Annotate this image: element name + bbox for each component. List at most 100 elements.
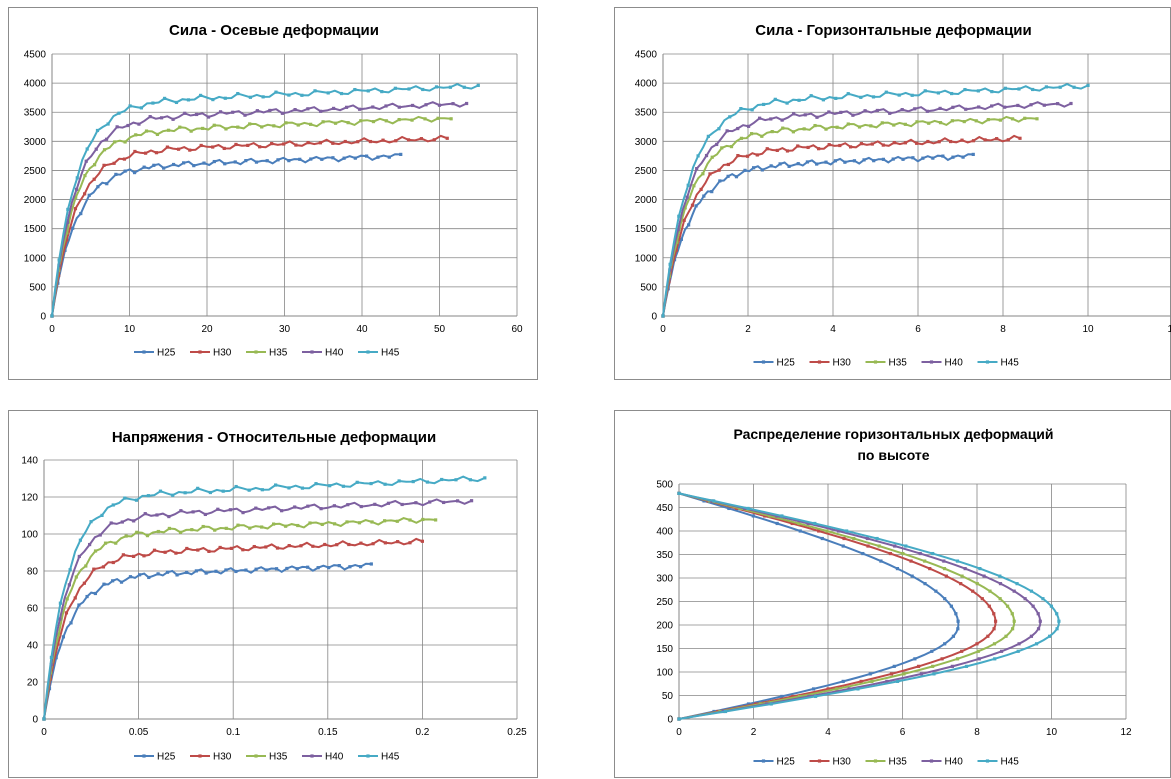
series-point-h45 (964, 664, 969, 668)
series-point-h30 (928, 567, 932, 571)
series-point-h45 (859, 95, 863, 99)
series-point-h30 (406, 138, 411, 142)
series-point-h40 (998, 582, 1003, 586)
legend-marker-h35 (873, 759, 878, 763)
series-point-h25 (727, 506, 731, 511)
series-point-h30 (960, 649, 964, 653)
series-point-h25 (841, 679, 845, 683)
series-point-h35 (332, 522, 337, 526)
series-point-h30 (241, 548, 245, 552)
series-point-h30 (940, 657, 944, 661)
series-point-h25 (879, 559, 883, 563)
y-tick-label: 60 (27, 604, 39, 615)
series-point-h25 (156, 572, 160, 576)
series-point-h35 (797, 694, 802, 699)
series-point-h45 (904, 544, 908, 548)
series-point-h40 (358, 107, 362, 111)
legend-marker-h45 (985, 759, 990, 763)
series-point-h35 (975, 582, 979, 586)
series-point-h25 (93, 591, 98, 596)
series-point-h25 (805, 160, 810, 164)
series-point-h25 (726, 174, 730, 178)
series-point-h45 (813, 521, 817, 526)
series-point-h25 (956, 627, 960, 631)
y-tick-label: 1000 (635, 253, 658, 264)
series-point-h25 (331, 156, 335, 160)
series-point-h25 (862, 158, 866, 162)
series-point-h30 (252, 544, 256, 549)
series-point-h45 (106, 122, 110, 126)
series-point-h40 (67, 583, 71, 587)
series-point-h35 (201, 126, 205, 131)
series-point-h25 (214, 569, 218, 573)
series-point-h35 (998, 118, 1002, 122)
series-point-h30 (121, 553, 125, 557)
y-tick-label: 500 (656, 480, 673, 491)
series-point-h45 (797, 98, 801, 102)
legend-marker-h45 (366, 350, 370, 354)
series-point-h35 (134, 133, 138, 137)
series-point-h45 (976, 89, 980, 93)
series-point-h40 (216, 507, 220, 511)
series-point-h45 (476, 83, 480, 87)
series-point-h40 (1056, 102, 1060, 106)
series-point-h30 (971, 139, 976, 143)
series-point-h30 (816, 147, 821, 151)
series-point-h30 (791, 694, 795, 699)
series-point-h30 (65, 238, 69, 242)
series-line-h25 (662, 153, 974, 317)
series-point-h45 (196, 486, 200, 490)
x-tick-label: 8 (974, 727, 980, 738)
series-point-h40 (171, 117, 175, 121)
series-point-h35 (701, 172, 705, 176)
series-point-h40 (280, 509, 284, 513)
series-point-h40 (74, 187, 79, 191)
series-point-h45 (117, 111, 121, 115)
series-point-h40 (803, 113, 807, 117)
series-point-h40 (888, 111, 892, 115)
series-point-h40 (919, 672, 924, 676)
series-point-h35 (449, 117, 453, 121)
series-point-h45 (411, 479, 415, 484)
series-point-h30 (736, 153, 740, 158)
series-point-h45 (846, 92, 850, 96)
chart-panel-axial: Сила - Осевые деформации 0 500 1000 1500 2000… (8, 7, 538, 380)
x-tick-label: 6 (900, 727, 906, 738)
series-point-h25 (234, 569, 238, 574)
series-point-h40 (1023, 597, 1027, 601)
series-point-h35 (178, 530, 183, 534)
series-point-h40 (218, 110, 223, 114)
series-line-h30 (51, 134, 448, 317)
x-tick-label: 0 (41, 727, 47, 738)
series-point-h25 (895, 567, 900, 571)
series-point-h40 (437, 103, 442, 107)
series-point-h45 (875, 536, 879, 541)
series-point-h40 (942, 559, 946, 563)
chart-title: Сила - Осевые деформации (169, 22, 379, 39)
series-point-h30 (983, 138, 987, 142)
series-point-h25 (971, 152, 975, 157)
series-point-h30 (806, 145, 810, 150)
legend-label-h45: H45 (381, 348, 400, 359)
series-point-h45 (171, 493, 175, 497)
series-point-h40 (999, 649, 1004, 653)
series-point-h30 (419, 137, 423, 141)
series-point-h30 (915, 141, 919, 145)
series-point-h35 (410, 118, 414, 122)
series-point-h40 (725, 129, 729, 133)
series-point-h45 (769, 702, 773, 706)
series-point-h30 (420, 539, 424, 543)
series-point-h45 (42, 717, 46, 721)
series-point-h25 (274, 567, 279, 571)
series-point-h45 (931, 551, 935, 556)
series-point-h35 (870, 679, 874, 683)
series-point-h30 (234, 142, 238, 147)
y-tick-label: 100 (21, 530, 38, 541)
series-line-h45 (51, 83, 479, 317)
series-point-h40 (695, 167, 699, 171)
series-point-h25 (913, 657, 917, 661)
series-point-h30 (948, 139, 953, 144)
series-point-h30 (383, 541, 387, 545)
y-tick-label: 1000 (24, 253, 47, 264)
series-point-h45 (834, 96, 838, 100)
